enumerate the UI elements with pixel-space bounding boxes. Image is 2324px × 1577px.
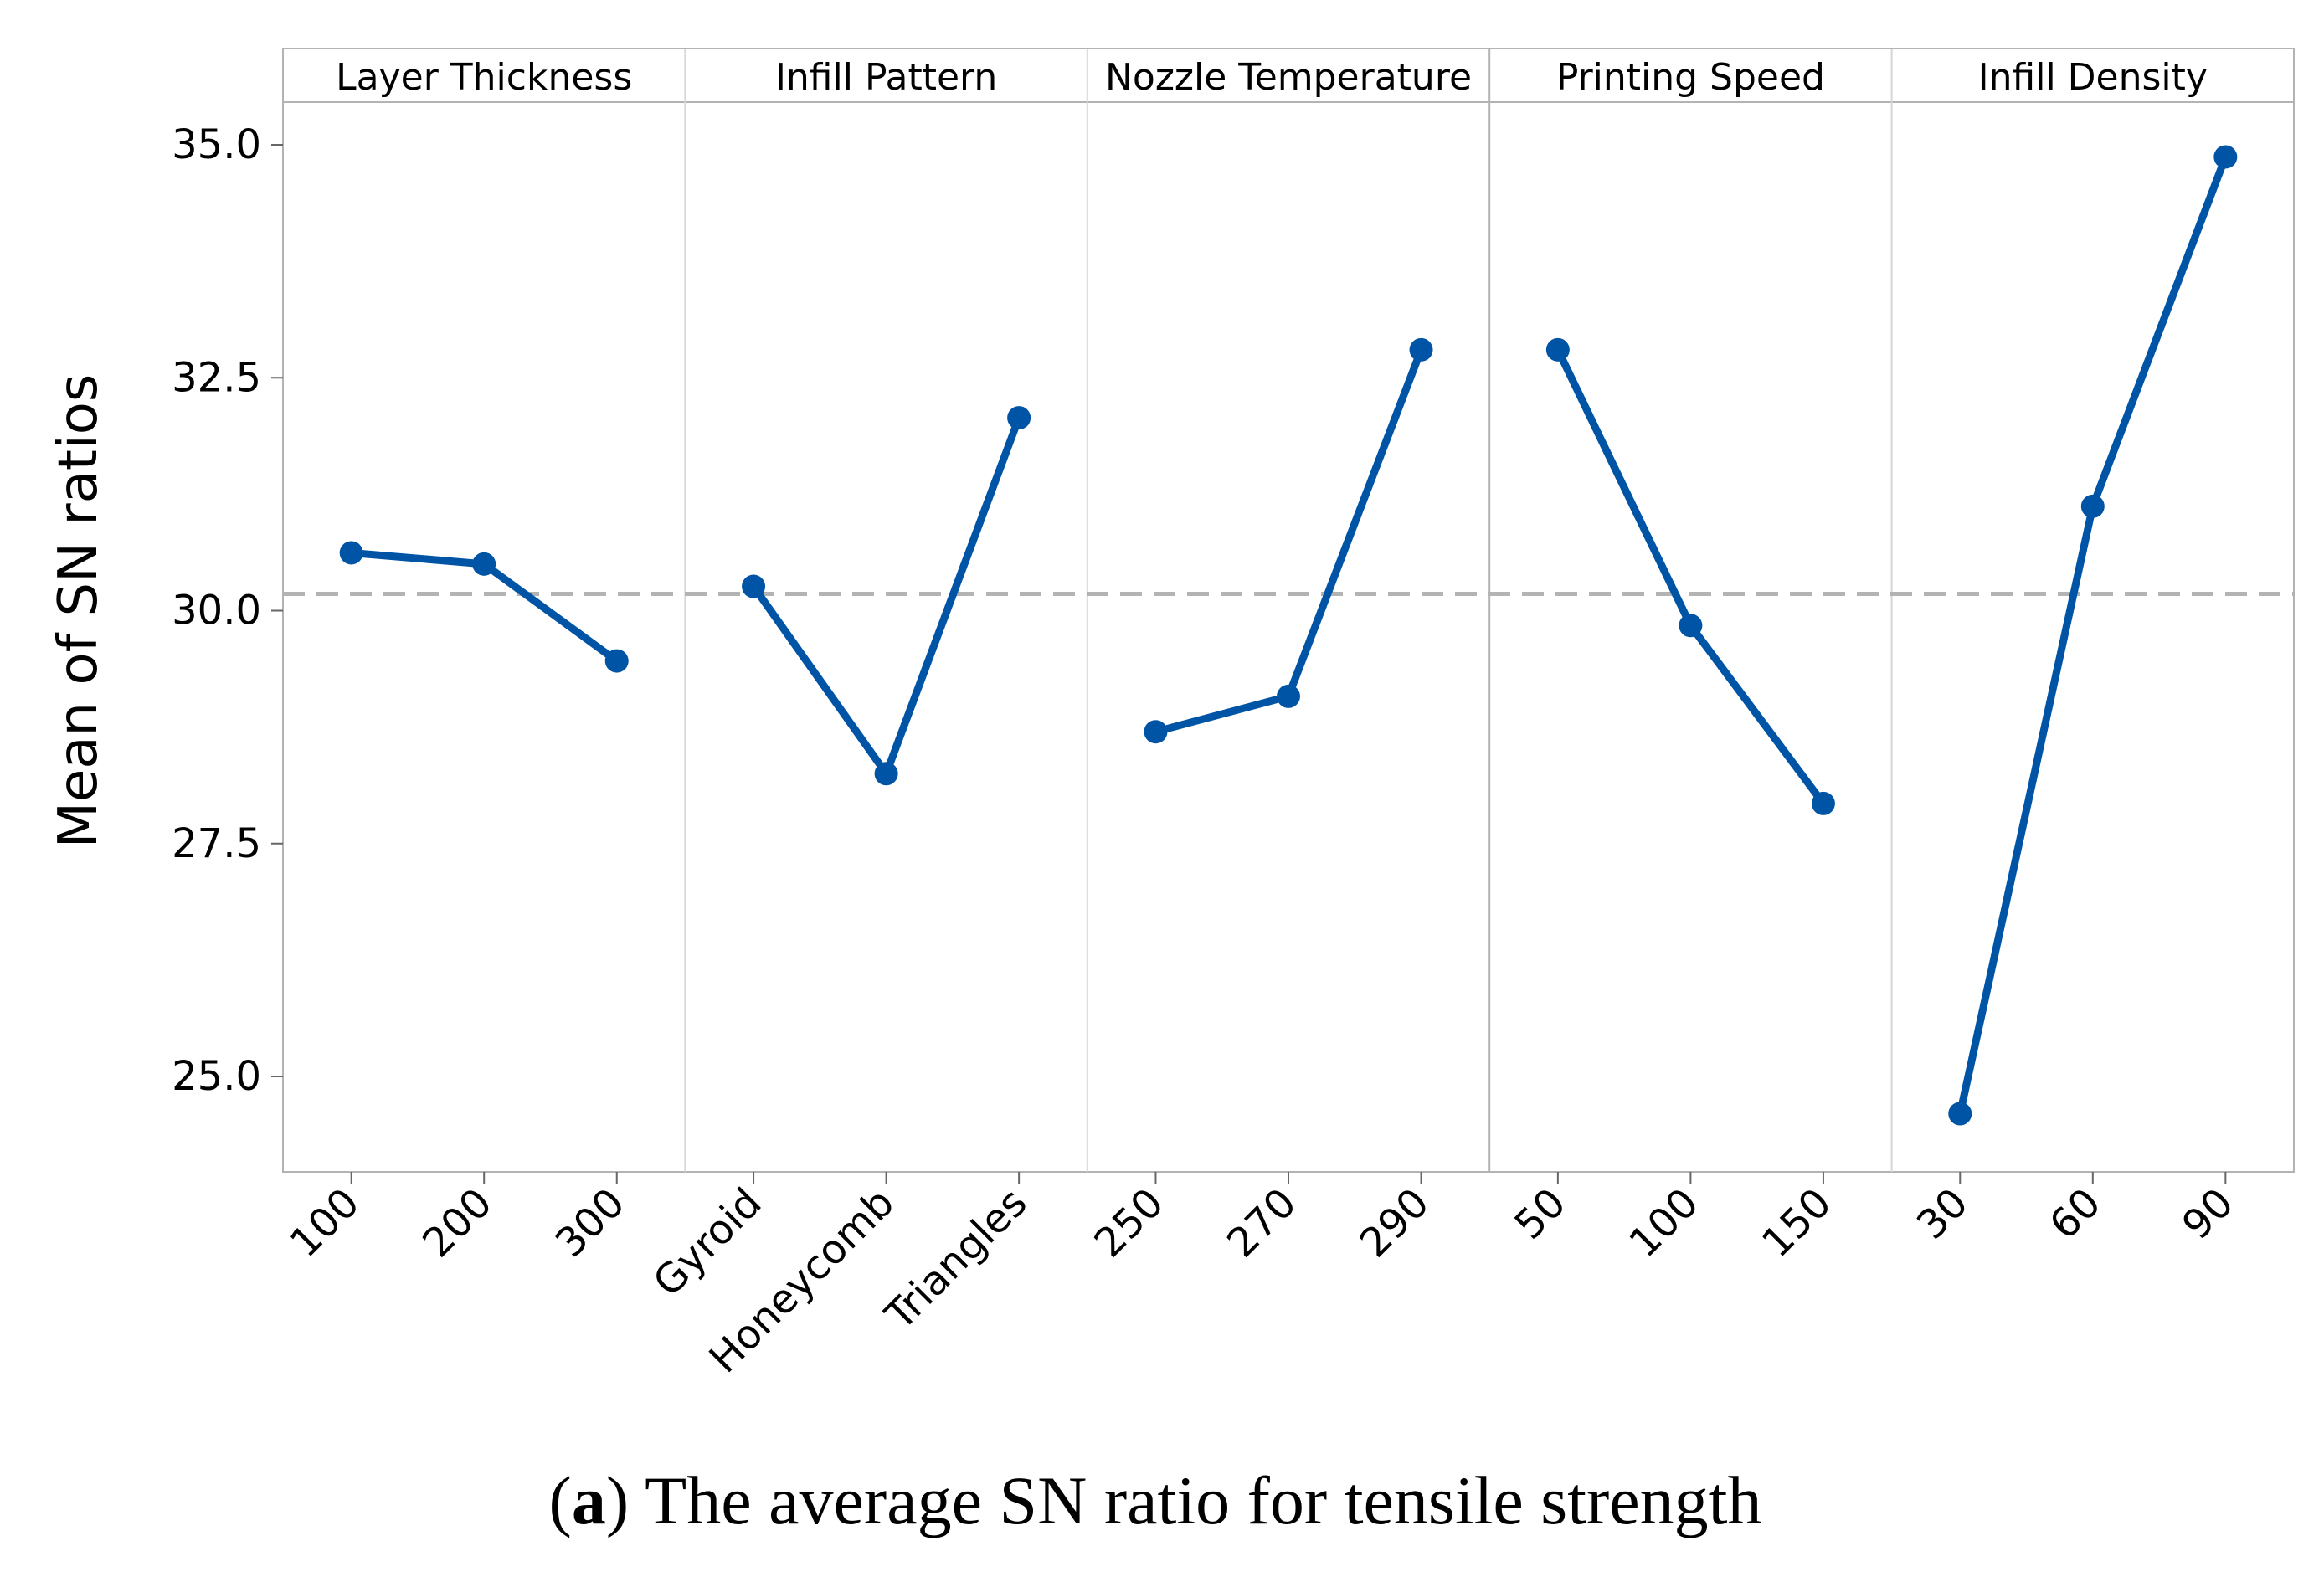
panel-title: Printing Speed: [1556, 56, 1825, 99]
data-point: [874, 762, 898, 786]
panel-title: Infill Density: [1978, 56, 2208, 99]
x-tick-label: 270: [1218, 1179, 1305, 1266]
data-point: [2080, 494, 2105, 518]
figure-caption: (a) The average SN ratio for tensile str…: [549, 1462, 1762, 1538]
panel-title: Layer Thickness: [336, 56, 632, 99]
data-point: [1679, 614, 1703, 638]
x-tick-label: 150: [1753, 1179, 1840, 1266]
series-line-infill-density: [1956, 152, 2229, 1118]
caption-label: a: [572, 1462, 606, 1538]
x-tick-label: Gyroid: [645, 1179, 771, 1306]
x-tick-label: 100: [281, 1179, 368, 1266]
panel-title: Nozzle Temperature: [1105, 56, 1472, 99]
plot-frame: [282, 48, 2295, 1173]
data-point: [1948, 1102, 1972, 1126]
caption-text: The average SN ratio for tensile strengt…: [645, 1462, 1761, 1538]
x-tick-label: 100: [1620, 1179, 1707, 1266]
data-point: [1007, 406, 1031, 430]
data-point: [1277, 684, 1300, 708]
y-tick-label: 32.5: [172, 354, 261, 401]
data-point: [2213, 145, 2238, 169]
y-axis: 25.0 27.5 30.0 32.5 35.0: [172, 121, 283, 1100]
data-point: [604, 649, 629, 673]
panel-titles: Layer Thickness Infill Pattern Nozzle Temp…: [336, 56, 2208, 99]
x-tick-label: Triangles: [876, 1179, 1036, 1339]
y-axis-label: Mean of SN ratios: [48, 374, 110, 849]
x-tick-label: 300: [547, 1179, 634, 1266]
y-tick-label: 25.0: [172, 1053, 261, 1100]
data-point: [1144, 720, 1168, 744]
y-tick-label: 27.5: [172, 820, 261, 867]
series-line-printing-speed: [1554, 346, 1828, 808]
series-layer: [339, 145, 2238, 1126]
data-point: [1811, 791, 1835, 815]
x-tick-label: 200: [414, 1179, 501, 1266]
panel-title: Infill Pattern: [775, 56, 997, 99]
x-tick-label: 90: [2173, 1179, 2243, 1249]
y-tick-label: 30.0: [172, 588, 261, 634]
x-tick-label: 290: [1351, 1179, 1438, 1266]
x-tick-label: 30: [1908, 1179, 1977, 1249]
data-point: [1409, 337, 1433, 362]
data-point: [339, 541, 363, 565]
y-tick-label: 35.0: [172, 121, 261, 168]
x-tick-label: 50: [1506, 1179, 1576, 1249]
data-point: [742, 574, 766, 598]
data-point: [472, 552, 496, 576]
x-tick-label: 60: [2040, 1179, 2110, 1249]
plot-border: [282, 48, 2295, 1173]
x-tick-label: 250: [1086, 1179, 1173, 1266]
data-point: [1545, 337, 1570, 362]
series-line-nozzle-temperature: [1151, 346, 1426, 736]
